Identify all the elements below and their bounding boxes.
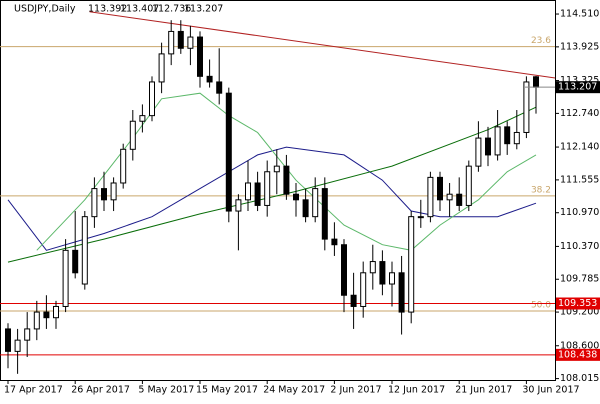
plot-frame	[0, 0, 556, 381]
candle-body	[283, 165, 290, 195]
y-tick-label: 108.600	[560, 340, 599, 351]
y-tick-label: 113.325	[560, 75, 599, 86]
candle-body	[254, 182, 261, 206]
candle-body	[312, 188, 319, 218]
level-box	[556, 297, 600, 310]
candle-body	[264, 171, 271, 206]
candle-body	[53, 305, 59, 319]
candle-body	[14, 339, 21, 352]
candle-body	[81, 216, 88, 285]
x-tick-label: 30 Jun 2017	[522, 385, 579, 396]
candle-body	[427, 176, 434, 218]
candle-body	[225, 92, 232, 212]
x-tick-label: 5 May 2017	[138, 385, 194, 396]
candle-body	[33, 311, 40, 330]
candle-body	[456, 193, 463, 206]
candle-body	[446, 193, 453, 201]
candle-body	[485, 137, 491, 156]
x-tick-label: 17 Apr 2017	[4, 385, 63, 396]
candle-body	[331, 238, 338, 246]
candle-body	[369, 261, 376, 274]
candle-body	[5, 328, 11, 352]
candle-body	[360, 272, 367, 307]
y-tick-label: 109.785	[560, 274, 599, 285]
candle-body	[129, 120, 136, 150]
candle-body	[245, 182, 251, 201]
candle-body	[62, 249, 69, 307]
x-tick-label: 21 Jun 2017	[455, 385, 512, 396]
candle-body	[350, 294, 357, 307]
y-tick-label: 110.970	[560, 207, 599, 218]
candle-body	[302, 199, 309, 218]
candle-body	[293, 193, 299, 201]
last-close: 113.207	[184, 4, 223, 15]
candle-body	[101, 188, 107, 201]
candle-body	[91, 188, 98, 218]
fib-label: 50.0	[531, 300, 551, 310]
candle-body	[523, 81, 530, 133]
fib-label: 38.2	[531, 185, 551, 195]
y-tick-label: 109.200	[560, 307, 599, 318]
x-tick-label: 24 May 2017	[263, 385, 325, 396]
candle-body	[465, 165, 472, 206]
candle-body	[273, 165, 280, 173]
candle-body	[43, 311, 50, 319]
candle-body	[216, 81, 223, 94]
price-label: 113.207	[558, 82, 597, 93]
plot: 23.6 38.2 50.0	[0, 11, 556, 374]
fib-label: 23.6	[531, 36, 551, 46]
price-box	[556, 81, 600, 94]
y-tick-label: 110.370	[560, 241, 599, 252]
candle-body	[533, 76, 539, 88]
candle-body	[417, 216, 424, 219]
candle-body	[321, 188, 328, 240]
chart-title: USDJPY,Daily	[14, 4, 76, 15]
candle-body	[494, 126, 501, 156]
candle-body	[72, 249, 79, 274]
candle-body	[475, 137, 482, 167]
candle-body	[120, 148, 127, 184]
candle-body	[389, 272, 395, 285]
y-tick-label: 112.740	[560, 108, 599, 119]
candle-body	[379, 261, 386, 285]
y-tick-label: 111.555	[560, 174, 599, 185]
candle-body	[110, 182, 117, 201]
x-tick-label: 2 Jun 2017	[330, 385, 381, 396]
candle-body	[206, 75, 213, 83]
last-high: 113.407	[120, 4, 159, 15]
candle-body	[139, 115, 146, 122]
indicator-line	[89, 11, 556, 79]
level-label: 108.438	[558, 349, 597, 360]
candle-body	[437, 176, 443, 201]
candle-body	[197, 36, 203, 77]
y-tick-label: 112.140	[560, 142, 599, 153]
y-tick-label: 114.510	[560, 9, 599, 20]
candle-body	[504, 126, 511, 145]
candle-body	[158, 53, 165, 83]
x-tick-label: 26 Apr 2017	[71, 385, 130, 396]
candle-body	[408, 216, 415, 313]
y-tick-label: 108.015	[560, 373, 599, 384]
x-tick-label: 15 May 2017	[196, 385, 258, 396]
candle-body	[398, 272, 405, 313]
candle-body	[149, 81, 155, 117]
last-open: 113.392	[88, 4, 127, 15]
candle-body	[513, 131, 520, 145]
candle-body	[24, 328, 31, 341]
level-label: 109.353	[558, 298, 597, 309]
candle-body	[168, 30, 175, 55]
last-low: 112.736	[152, 4, 191, 15]
x-tick-label: 12 Jun 2017	[388, 385, 445, 396]
indicator-line	[7, 146, 537, 251]
candle-body	[177, 30, 184, 49]
candle-body	[187, 36, 194, 49]
level-box	[556, 348, 600, 361]
y-tick-label: 113.925	[560, 41, 599, 52]
candle-body	[235, 199, 242, 212]
candle-body	[341, 244, 347, 296]
